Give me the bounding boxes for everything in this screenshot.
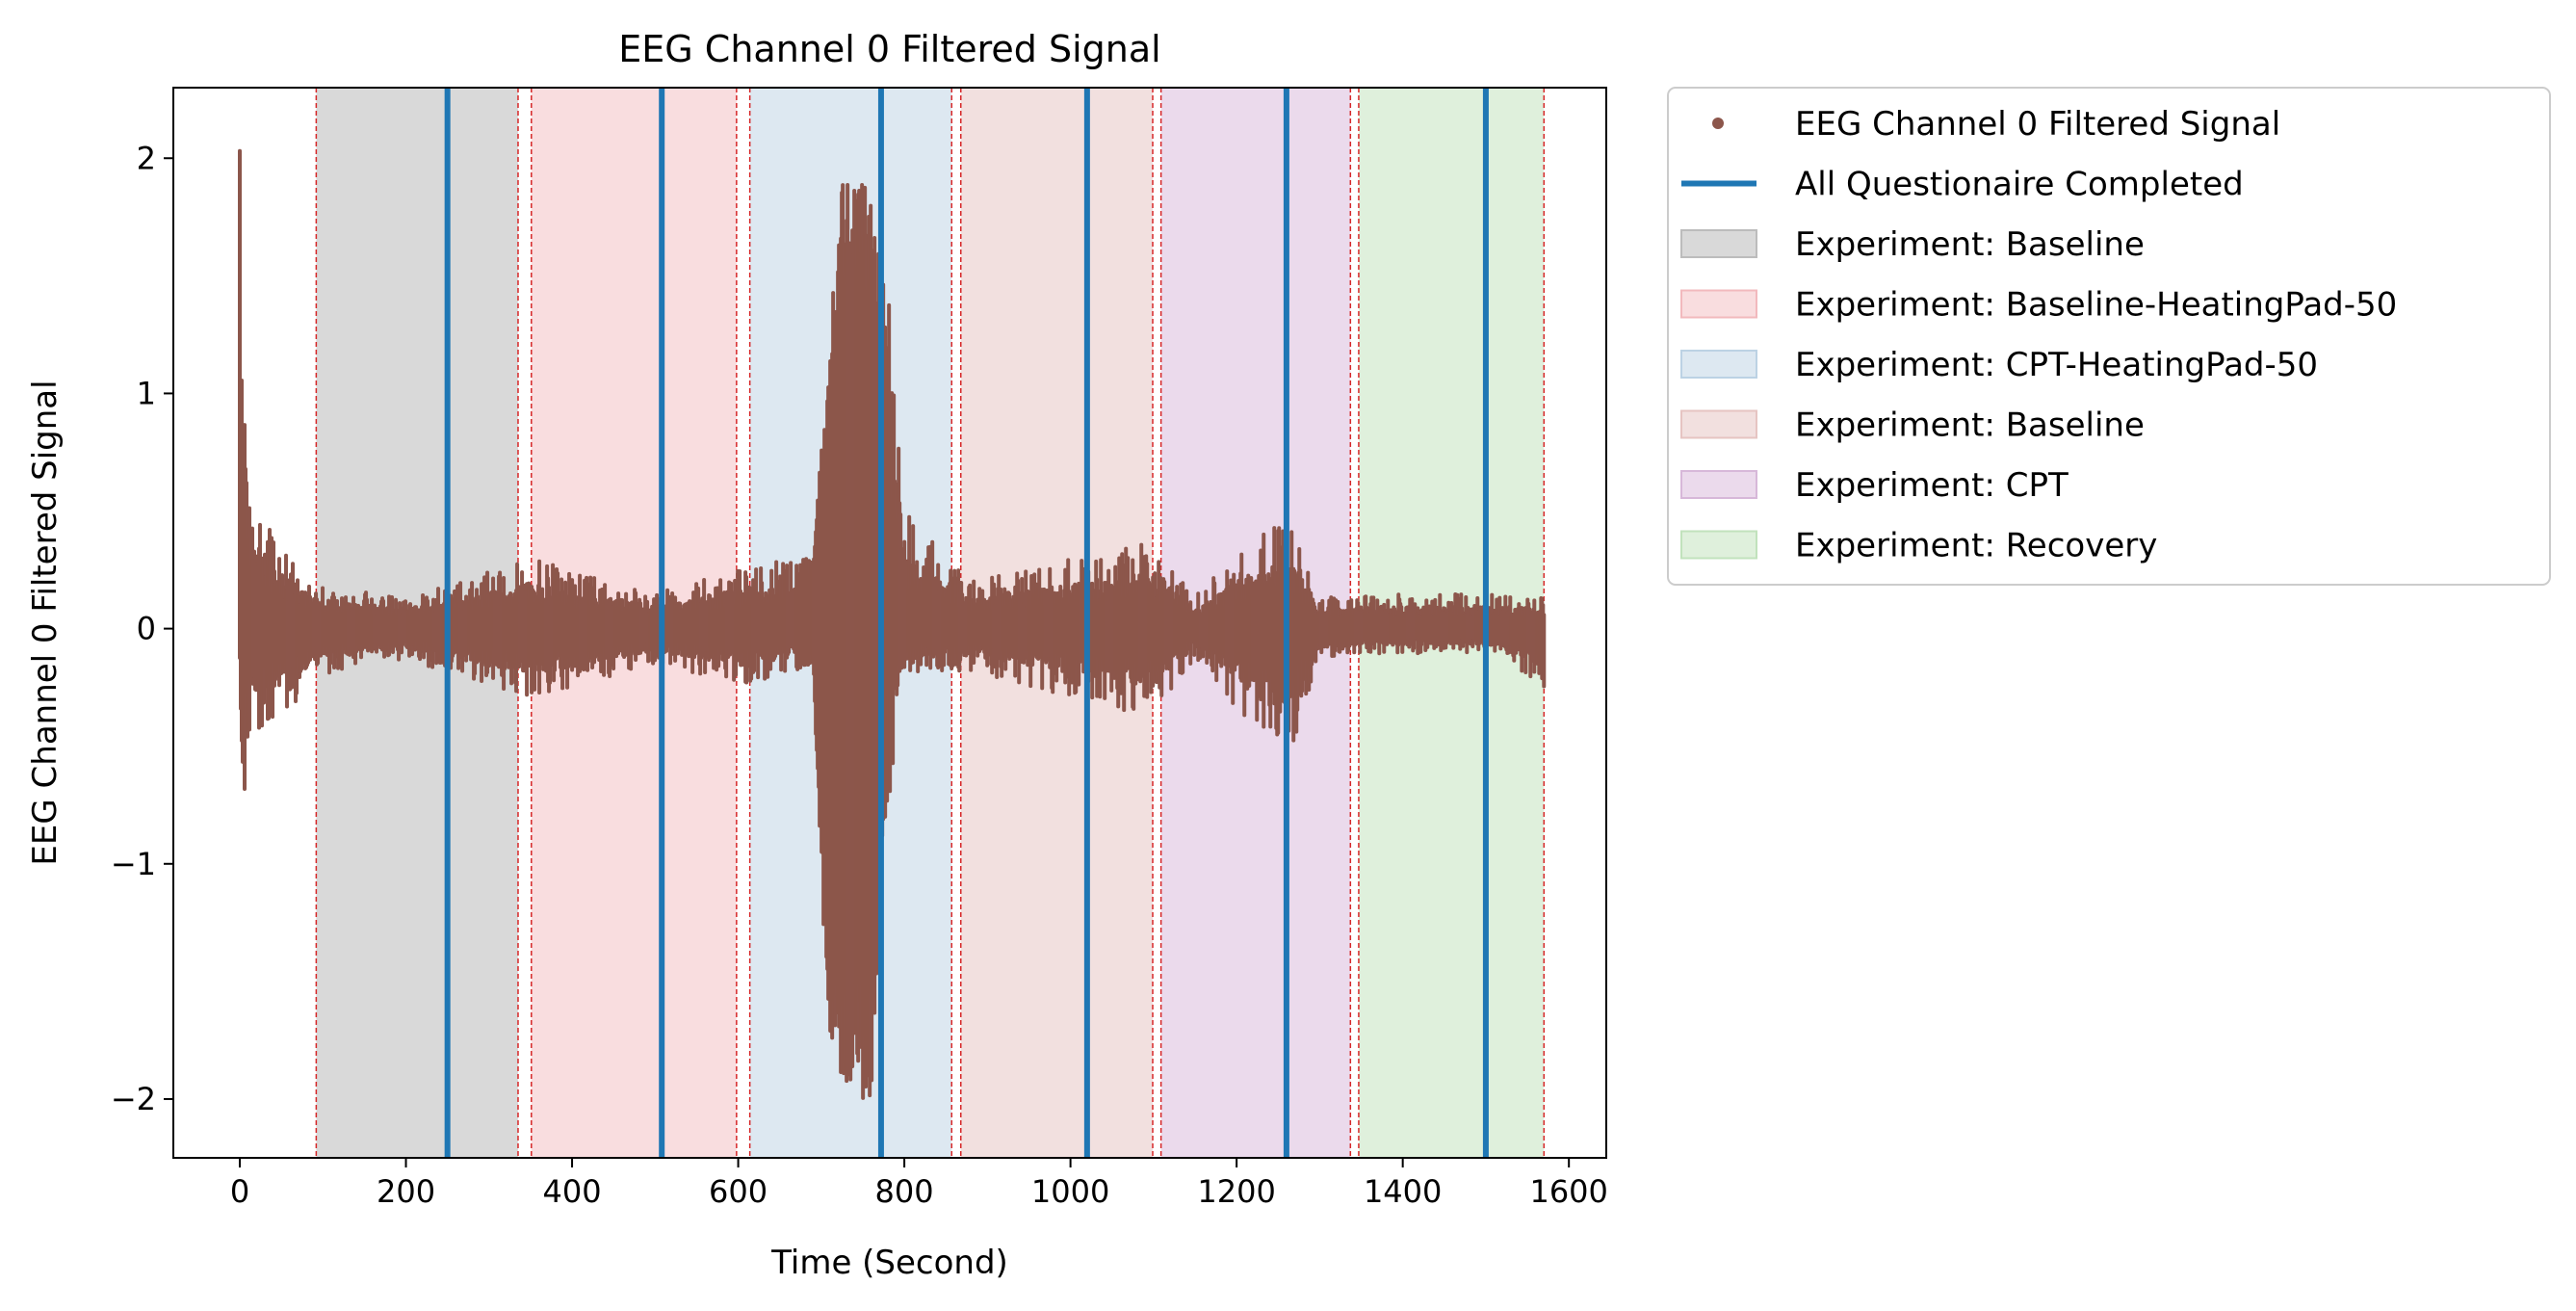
legend: EEG Channel 0 Filtered Signal All Questio… (1667, 87, 2551, 586)
x-tick-label: 600 (709, 1173, 768, 1210)
y-axis: −2 −1 0 1 2 (111, 140, 173, 1117)
y-tick-label: −1 (111, 846, 156, 882)
y-tick-label: 0 (137, 611, 156, 647)
legend-label: Experiment: Baseline-HeatingPad-50 (1795, 286, 2397, 325)
x-tick-label: 1600 (1529, 1173, 1607, 1210)
chart-title: EEG Channel 0 Filtered Signal (618, 28, 1160, 70)
legend-patch-swatch (1680, 530, 1757, 560)
x-axis: 0 200 400 600 800 1000 1200 1400 1600 (230, 1158, 1608, 1210)
legend-label: Experiment: Baseline (1795, 406, 2145, 445)
x-tick-label: 400 (543, 1173, 602, 1210)
y-tick-label: 2 (137, 140, 156, 176)
legend-label: Experiment: CPT-HeatingPad-50 (1795, 346, 2318, 384)
legend-patch-swatch (1680, 470, 1757, 499)
legend-label: Experiment: CPT (1795, 466, 2069, 505)
plot-frame (172, 87, 1607, 1159)
x-tick-label: 800 (875, 1173, 934, 1210)
x-tick-label: 0 (230, 1173, 249, 1210)
signal-series (238, 148, 1547, 1100)
legend-label: All Questionaire Completed (1795, 166, 2244, 204)
legend-label: EEG Channel 0 Filtered Signal (1795, 105, 2280, 144)
legend-patch-swatch (1680, 350, 1757, 379)
legend-label: Experiment: Recovery (1795, 527, 2157, 565)
legend-patch-swatch (1680, 229, 1757, 258)
y-tick-label: 1 (137, 375, 156, 411)
x-tick-label: 1000 (1031, 1173, 1109, 1210)
legend-patch-swatch (1680, 289, 1757, 319)
legend-patch-swatch (1680, 409, 1757, 439)
y-tick-label: −2 (111, 1081, 156, 1117)
x-tick-label: 1400 (1364, 1173, 1442, 1210)
x-tick-label: 1200 (1197, 1173, 1275, 1210)
legend-marker-swatch (1712, 118, 1724, 129)
x-tick-label: 200 (377, 1173, 435, 1210)
y-axis-label: EEG Channel 0 Filtered Signal (26, 380, 65, 865)
x-axis-label: Time (Second) (770, 1244, 1008, 1282)
legend-box (1667, 87, 2551, 586)
questionnaire-lines (444, 88, 1489, 1158)
legend-label: Experiment: Baseline (1795, 225, 2145, 264)
